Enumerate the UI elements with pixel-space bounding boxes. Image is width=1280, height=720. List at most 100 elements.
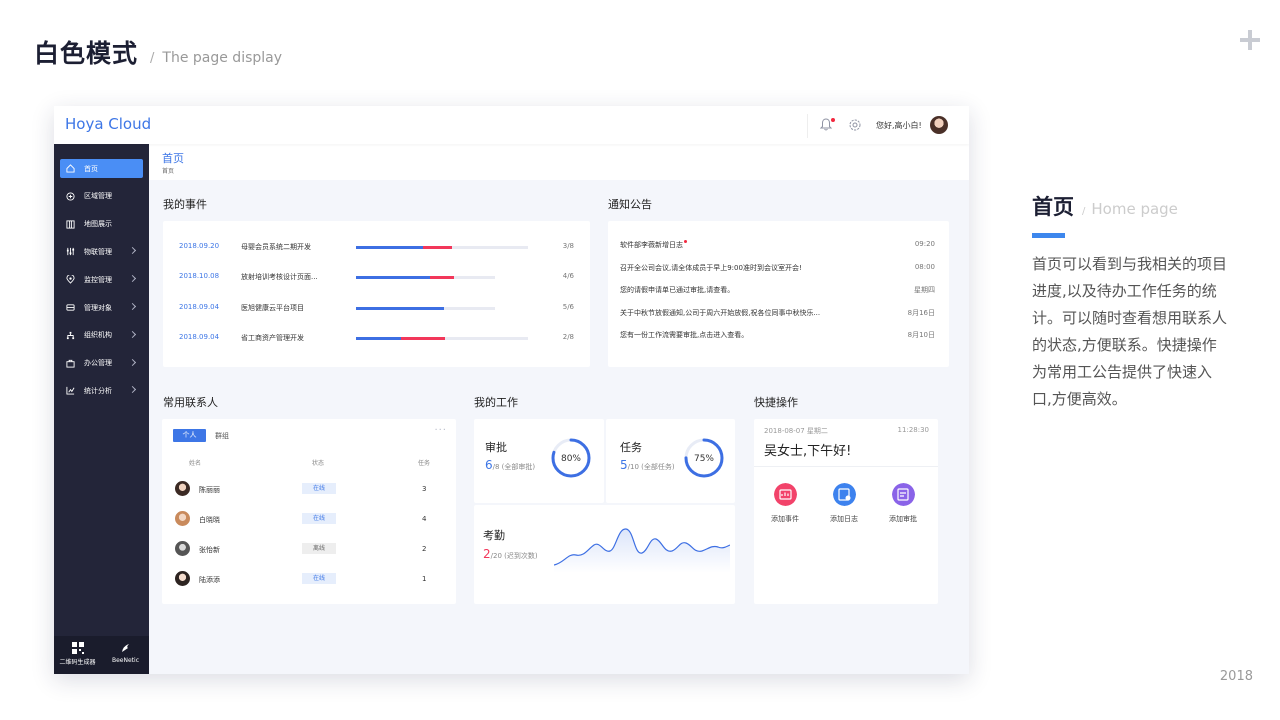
notice-time: 08:00 bbox=[914, 262, 935, 271]
user-avatar[interactable] bbox=[930, 116, 948, 134]
approval-progress-ring: 80% bbox=[551, 438, 591, 478]
sidebar-item-7[interactable]: 办公管理 bbox=[60, 354, 143, 373]
brand-logo[interactable]: Hoya Cloud bbox=[65, 115, 152, 133]
attendance-card[interactable]: 考勤 2/20 (迟到次数) bbox=[474, 505, 735, 604]
notice-text: 您的请假申请单已通过审批,请查看。 bbox=[620, 286, 735, 294]
notice-row[interactable]: 您有一份工作流需要审批,点击进入查看。 8月10日 bbox=[620, 330, 935, 340]
page-title: 首页 bbox=[162, 152, 184, 165]
notification-dot bbox=[831, 118, 835, 122]
notice-time: 8月16日 bbox=[907, 308, 935, 317]
event-name: 医旭健康云平台项目 bbox=[241, 303, 304, 312]
more-icon[interactable]: ··· bbox=[434, 425, 447, 436]
sidebar-item-label: 管理对象 bbox=[84, 303, 112, 312]
notice-row[interactable]: 您的请假申请单已通过审批,请查看。 星期四 bbox=[620, 285, 935, 295]
attendance-count: 2/20 (迟到次数) bbox=[483, 547, 538, 561]
event-name: 母婴会员系统二期开发 bbox=[241, 243, 311, 251]
sidebar-item-2[interactable]: 地图展示 bbox=[60, 215, 143, 234]
status-badge: 在线 bbox=[302, 513, 336, 524]
sidebar-item-6[interactable]: 组织机构 bbox=[60, 326, 143, 345]
sidebar-item-4[interactable]: 监控管理 bbox=[60, 270, 143, 289]
sidebar-item-8[interactable]: 统计分析 bbox=[60, 381, 143, 400]
home-icon bbox=[66, 164, 75, 173]
sidebar-item-3[interactable]: 物联管理 bbox=[60, 242, 143, 261]
task-label: 任务 bbox=[620, 441, 642, 454]
contact-row[interactable]: 张怡新 离线 2 bbox=[162, 539, 456, 559]
tab-personal[interactable]: 个人 bbox=[173, 429, 206, 442]
breadcrumb[interactable]: 首页 bbox=[162, 168, 175, 175]
quick-button-2[interactable]: 添加审批 bbox=[873, 483, 933, 524]
notice-text: 关于中秋节放假通知,公司于周六开始放假,祝各位同事中秋快乐... bbox=[620, 308, 821, 317]
status-badge: 在线 bbox=[302, 573, 336, 584]
sidebar-item-label: 首页 bbox=[84, 164, 98, 173]
beenetic-label: BeeNetic bbox=[112, 657, 139, 664]
add-approval-icon bbox=[891, 483, 915, 506]
tab-group[interactable]: 群组 bbox=[215, 432, 229, 440]
task-progress-ring: 75% bbox=[684, 438, 724, 478]
bell-icon[interactable] bbox=[820, 118, 832, 131]
quick-greeting: 吴女士,下午好! bbox=[764, 444, 852, 459]
event-progress-overdue bbox=[423, 246, 453, 249]
brand-logo-icon bbox=[121, 644, 129, 652]
plus-icon bbox=[1240, 30, 1260, 50]
col-status-header: 状态 bbox=[312, 460, 325, 467]
quick-button-1[interactable]: 添加日志 bbox=[814, 483, 874, 524]
event-progress-done bbox=[356, 276, 430, 280]
user-greeting[interactable]: 您好,高小白! bbox=[876, 121, 922, 130]
contact-task-count: 3 bbox=[422, 485, 427, 493]
slide-title: 白色模式 / The page display bbox=[34, 34, 282, 70]
contact-avatar bbox=[175, 541, 190, 556]
quick-button-0[interactable]: 添加事件 bbox=[755, 483, 815, 524]
contact-name: 张怡新 bbox=[199, 546, 220, 554]
quick-title: 快捷操作 bbox=[754, 396, 798, 409]
slide-title-separator: / bbox=[150, 51, 155, 66]
attendance-label: 考勤 bbox=[483, 529, 505, 542]
approval-label: 审批 bbox=[485, 441, 507, 454]
event-count: 3/8 bbox=[562, 242, 574, 250]
notice-row[interactable]: 软件部李薇新增日志 09:20 bbox=[620, 240, 935, 250]
sidebar-bottom: 二维码生成器 BeeNetic bbox=[54, 636, 149, 674]
work-title: 我的工作 bbox=[474, 396, 518, 409]
add-log-icon bbox=[832, 483, 856, 506]
event-date: 2018.10.08 bbox=[179, 272, 220, 281]
description-separator: / bbox=[1082, 206, 1086, 217]
event-row[interactable]: 2018.09.20 母婴会员系统二期开发 3/8 bbox=[179, 240, 574, 254]
qrcode-generator-button[interactable]: 二维码生成器 bbox=[54, 642, 101, 666]
qrcode-icon bbox=[71, 642, 84, 654]
notices-title: 通知公告 bbox=[608, 198, 652, 211]
chevron-right-icon bbox=[128, 330, 137, 338]
event-date: 2018.09.20 bbox=[179, 242, 220, 250]
chevron-right-icon bbox=[128, 386, 137, 394]
contact-row[interactable]: 陈丽丽 在线 3 bbox=[162, 479, 456, 499]
status-badge: 在线 bbox=[302, 483, 336, 494]
attendance-suffix: /20 (迟到次数) bbox=[490, 552, 538, 560]
qrcode-generator-label: 二维码生成器 bbox=[59, 659, 96, 666]
contact-avatar bbox=[175, 511, 190, 526]
event-row[interactable]: 2018.10.08 放射培训考核设计页面... 4/6 bbox=[179, 270, 574, 284]
notice-row[interactable]: 召开全公司会议,请全体成员于早上9:00准时到会议室开会! 08:00 bbox=[620, 263, 935, 273]
contact-row[interactable]: 陆添添 在线 1 bbox=[162, 569, 456, 589]
contact-name: 白晓晓 bbox=[199, 516, 220, 524]
description-title-main: 首页 bbox=[1032, 195, 1074, 219]
event-row[interactable]: 2018.09.04 省工商资产管理开发 2/8 bbox=[179, 331, 574, 345]
beenetic-button[interactable]: BeeNetic bbox=[102, 642, 149, 664]
task-card[interactable]: 任务 5/10 (全部任务) 75% bbox=[606, 419, 735, 503]
sidebar-item-5[interactable]: 管理对象 bbox=[60, 298, 143, 317]
top-bar: Hoya Cloud 您好,高小白! bbox=[54, 106, 969, 144]
event-row[interactable]: 2018.09.04 医旭健康云平台项目 5/6 bbox=[179, 301, 574, 315]
description-accent-bar bbox=[1032, 233, 1065, 238]
attendance-value: 2 bbox=[483, 547, 491, 561]
quick-button-label: 添加日志 bbox=[830, 515, 858, 523]
sidebar-item-0[interactable]: 首页 bbox=[60, 159, 143, 178]
quick-button-label: 添加审批 bbox=[889, 515, 917, 523]
notice-row[interactable]: 关于中秋节放假通知,公司于周六开始放假,祝各位同事中秋快乐... 8月16日 bbox=[620, 308, 935, 318]
notice-time: 09:20 bbox=[914, 240, 935, 248]
description-line: 计。可以随时查看想用联系人 bbox=[1032, 309, 1228, 327]
contacts-card: 个人 群组 ··· 姓名 状态 任务 陈丽丽 在线 3 白晓晓 在线 4 张怡新 离线 2 陆添添… bbox=[162, 419, 456, 604]
sidebar-item-1[interactable]: 区域管理 bbox=[60, 187, 143, 206]
gear-icon[interactable] bbox=[848, 118, 862, 132]
contact-row[interactable]: 白晓晓 在线 4 bbox=[162, 509, 456, 529]
event-progress-track bbox=[356, 276, 496, 280]
events-card: 2018.09.20 母婴会员系统二期开发 3/8 2018.10.08 放射培训考核设… bbox=[163, 221, 590, 367]
approval-card[interactable]: 审批 6/8 (全部审批) 80% bbox=[474, 419, 604, 503]
event-progress-overdue bbox=[400, 336, 446, 340]
